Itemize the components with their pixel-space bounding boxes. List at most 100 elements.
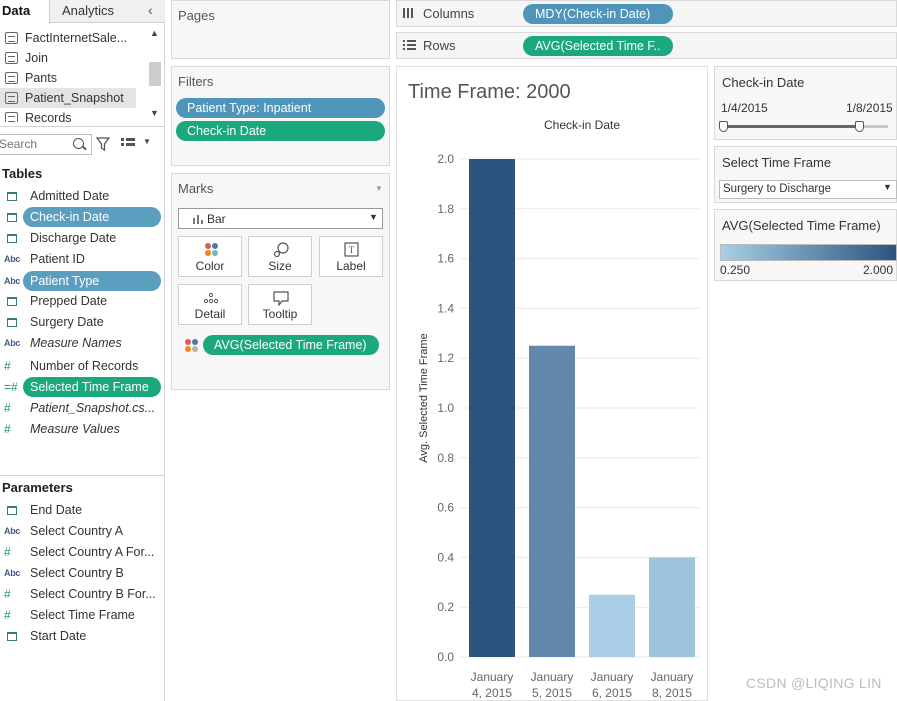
search-input[interactable] [0,137,69,151]
scrollbar-thumb[interactable] [149,62,161,86]
data-source-item-selected[interactable]: Patient_Snapshot [0,88,136,108]
x-tick-label: 8, 2015 [652,686,692,700]
mark-type-dropdown[interactable]: Bar ▼ [178,208,383,229]
tooltip-button[interactable]: Tooltip [248,284,312,325]
check-in-date-filter-card: Check-in Date 1/4/2015 1/8/2015 [714,66,897,140]
y-tick-label: 2.0 [437,152,454,166]
calendar-icon [4,291,24,313]
calendar-icon [4,626,24,648]
field-highlight-pill: Check-in Date [23,207,161,227]
x-tick-label: 5, 2015 [532,686,572,700]
color-legend-title: AVG(Selected Time Frame) [722,218,881,233]
chevron-down-icon[interactable]: ▼ [375,184,383,193]
chevron-left-icon[interactable]: ‹ [148,2,153,18]
chevron-down-icon[interactable]: ▼ [143,137,151,146]
param-select-country-b[interactable]: Abc Select Country B [0,563,165,583]
data-source-icon [5,92,18,104]
x-tick-label: 4, 2015 [472,686,512,700]
calendar-icon [4,186,24,208]
scroll-down-arrow-icon[interactable]: ▼ [150,108,159,118]
y-axis-label: Avg. Selected Time Frame [418,333,430,462]
field-label: Surgery Date [30,315,104,329]
date-range-min[interactable]: 1/4/2015 [721,101,768,115]
label-button[interactable]: T Label [319,236,383,277]
field-prepped-date[interactable]: Prepped Date [0,291,165,311]
columns-pill[interactable]: MDY(Check-in Date) [523,4,673,24]
data-source-item[interactable]: Join [0,48,148,68]
marks-card: Marks ▼ Bar ▼ Color Size T Label Detail … [171,173,390,390]
param-label: Select Country A [30,524,124,538]
color-field-icon [185,339,198,352]
calc-hash-icon: =# [4,380,18,394]
detail-icon [203,292,219,304]
y-tick-label: 1.4 [437,301,454,315]
data-source-item[interactable]: Pants [0,68,148,88]
date-range-max[interactable]: 1/8/2015 [846,101,893,115]
color-button[interactable]: Color [178,236,242,277]
color-legend-gradient[interactable] [720,244,897,261]
chevron-down-icon: ▼ [883,182,892,192]
data-source-label: Records [25,111,72,122]
filter-icon[interactable] [96,137,110,151]
field-surgery-date[interactable]: Surgery Date [0,312,165,332]
field-measure-values[interactable]: # Measure Values [0,419,165,439]
rows-pill[interactable]: AVG(Selected Time F.. [523,36,673,56]
field-discharge-date[interactable]: Discharge Date [0,228,165,248]
filter-pill-patient-type[interactable]: Patient Type: Inpatient [176,98,385,118]
size-button[interactable]: Size [248,236,312,277]
hash-icon: # [4,401,11,415]
field-number-of-records[interactable]: # Number of Records [0,356,165,376]
field-label: Measure Values [30,422,120,436]
tooltip-icon [273,291,289,306]
bar [649,557,695,657]
filters-card[interactable]: Filters Patient Type: Inpatient Check-in… [171,66,390,166]
param-start-date[interactable]: Start Date [0,626,165,646]
data-source-scrollbar[interactable]: ▲ ▼ [148,26,162,122]
label-icon: T [344,242,359,257]
field-patient-type[interactable]: Abc Patient Type [0,271,165,291]
list-view-icon[interactable] [121,138,135,150]
param-select-country-b-format[interactable]: # Select Country B For... [0,584,165,604]
detail-button[interactable]: Detail [178,284,242,325]
date-slider-min-handle[interactable] [719,121,728,132]
field-highlight-pill: Selected Time Frame [23,377,161,397]
param-select-time-frame[interactable]: # Select Time Frame [0,605,165,625]
filter-pill-check-in-date[interactable]: Check-in Date [176,121,385,141]
scroll-up-arrow-icon[interactable]: ▲ [150,28,159,38]
viz-area[interactable]: Time Frame: 2000 Check-in Date 0.0 0.2 0.4 0… [396,66,708,701]
x-tick-label: January [531,670,574,684]
field-search-row: ▼ [0,134,165,156]
field-label: Prepped Date [30,294,108,308]
columns-shelf[interactable]: Columns MDY(Check-in Date) [396,0,897,27]
field-measure-names[interactable]: Abc Measure Names [0,333,165,353]
search-icon[interactable] [73,138,84,149]
data-source-label: FactInternetSale... [25,31,128,45]
param-select-country-a[interactable]: Abc Select Country A [0,521,165,541]
field-patient-snapshot-count[interactable]: # Patient_Snapshot.cs... [0,398,165,418]
param-select-country-a-format[interactable]: # Select Country A For... [0,542,165,562]
field-selected-time-frame[interactable]: =# Selected Time Frame [0,377,165,397]
data-source-item[interactable]: Records [0,108,148,122]
data-source-item[interactable]: FactInternetSale... [0,28,148,48]
param-label: Select Time Frame [30,608,135,622]
time-frame-title: Select Time Frame [722,155,832,170]
bar-chart[interactable]: Check-in Date 0.0 0.2 0.4 0.6 0.8 1.0 1.2 1.4 1.6… [397,67,709,701]
tab-analytics[interactable]: Analytics [62,3,115,18]
date-slider-max-handle[interactable] [854,121,864,132]
tab-data[interactable]: Data [0,0,50,24]
rows-icon [403,40,416,50]
rows-shelf[interactable]: Rows AVG(Selected Time F.. [396,32,897,59]
pages-card[interactable]: Pages [171,0,390,59]
field-patient-id[interactable]: Abc Patient ID [0,249,165,269]
bar [589,594,635,657]
data-source-label: Join [25,51,48,65]
time-frame-dropdown[interactable]: Surgery to Discharge ▼ [719,180,897,199]
y-tick-label: 0.8 [437,451,454,465]
field-check-in-date[interactable]: Check-in Date [0,207,165,227]
param-end-date[interactable]: End Date [0,500,165,520]
y-tick-label: 0.0 [437,650,454,664]
divider [0,126,165,127]
field-admitted-date[interactable]: Admitted Date [0,186,165,206]
marks-color-field-pill[interactable]: AVG(Selected Time Frame) [203,335,379,355]
bar [529,345,575,657]
